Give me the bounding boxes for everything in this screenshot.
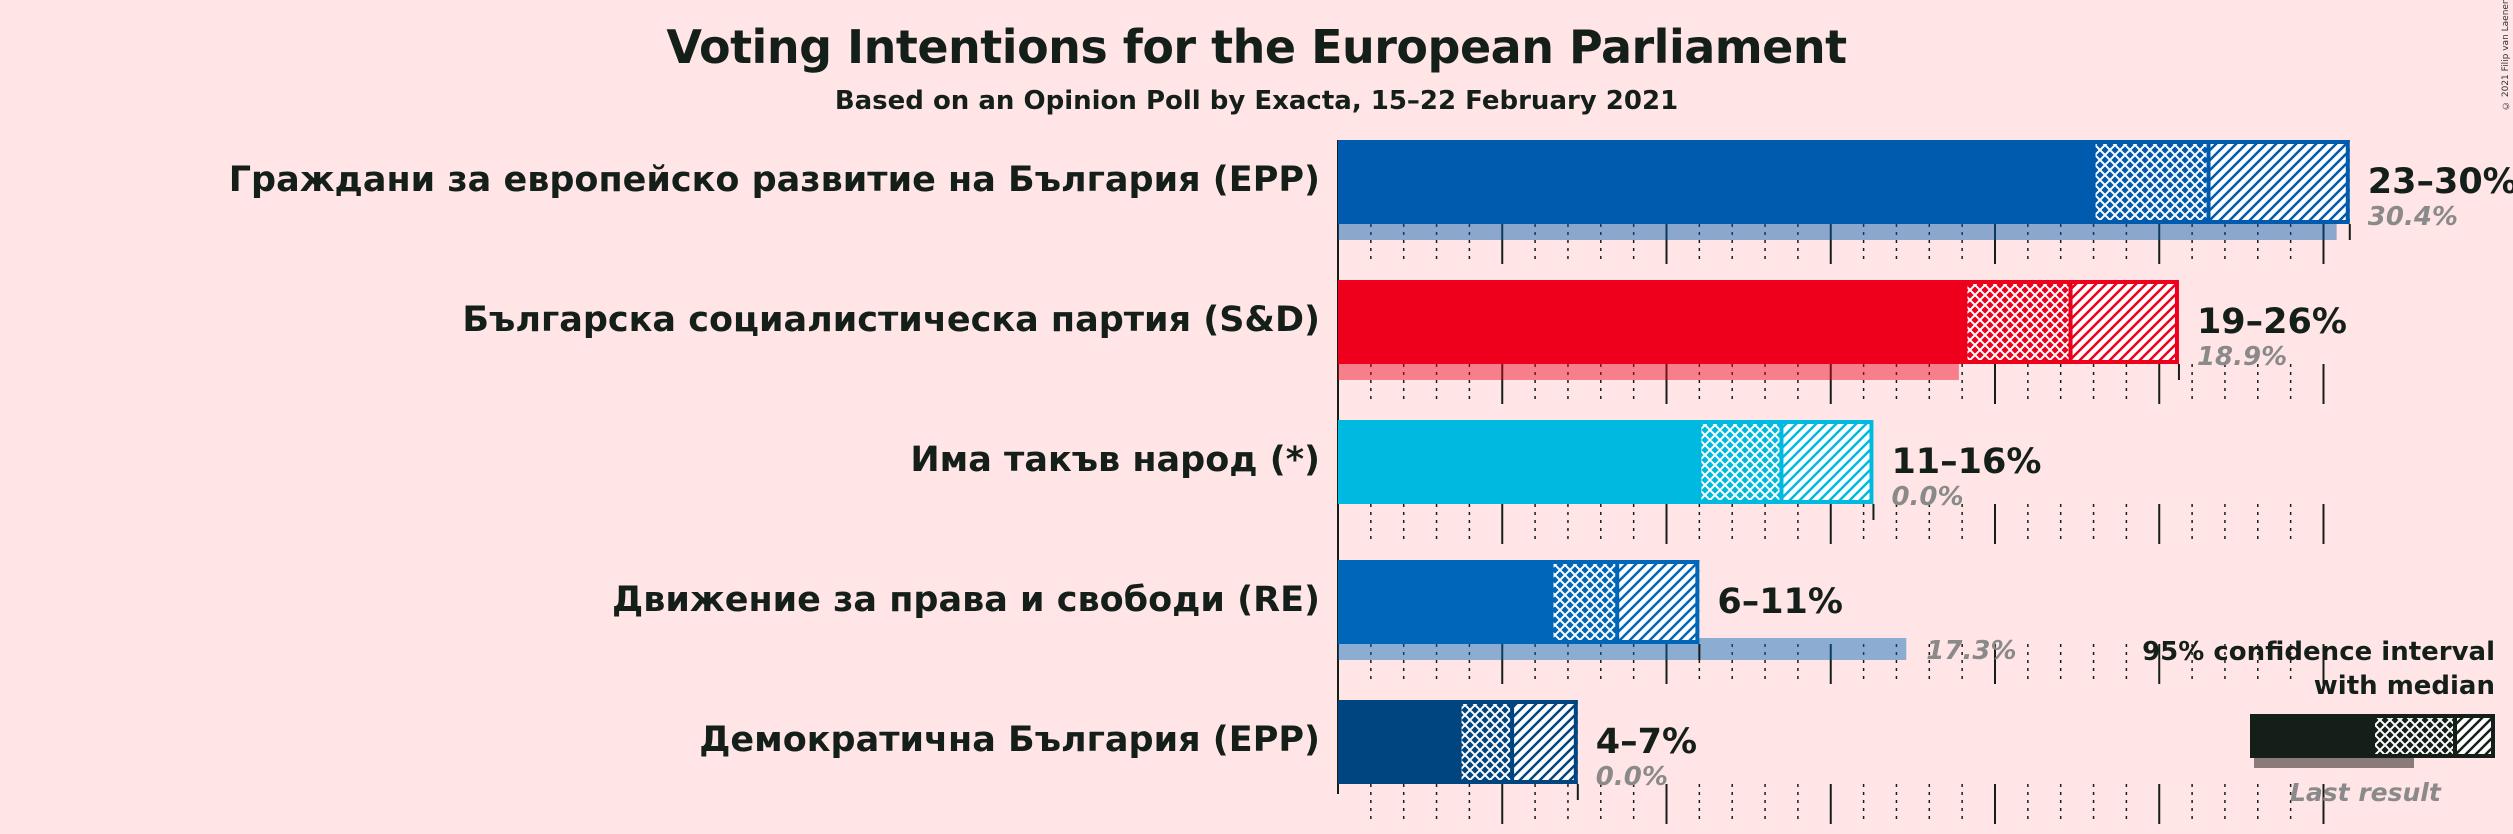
bar-ci-outline xyxy=(1457,700,1578,784)
bar-solid xyxy=(1338,700,1460,784)
legend-cross-swatch xyxy=(2373,714,2455,758)
bar-ci-outline xyxy=(1549,560,1700,644)
bar-ci-lower xyxy=(1459,700,1513,784)
legend-hatch-swatch xyxy=(2455,714,2495,758)
chart-subtitle: Based on an Opinion Poll by Exacta, 15–2… xyxy=(834,86,1679,116)
party-label: Граждани за европейско развитие на Бълга… xyxy=(228,160,1320,200)
party-label: Движение за права и свободи (RE) xyxy=(612,580,1320,620)
legend-title-line2: with median xyxy=(2313,671,2495,701)
bar-solid xyxy=(1338,140,2094,224)
bar-solid xyxy=(1338,280,1966,364)
last-result-label: 18.9% xyxy=(2196,342,2288,372)
bar-ci-lower xyxy=(1551,560,1618,644)
legend-last-result-label: Last result xyxy=(2290,778,2441,807)
bar-ci-lower xyxy=(1699,420,1782,504)
range-label: 6–11% xyxy=(1717,582,1843,622)
party-label: Българска социалистическа партия (S&D) xyxy=(462,300,1320,340)
party-label: Демократична България (EPP) xyxy=(699,720,1320,760)
bars xyxy=(1338,140,2351,800)
legend xyxy=(2250,714,2495,768)
bar-ci-lower xyxy=(2093,140,2209,224)
party-label: Има такъв народ (*) xyxy=(910,440,1320,480)
bar-solid xyxy=(1338,560,1552,644)
bar-ci-outline xyxy=(1697,420,1874,504)
bar-ci-upper xyxy=(2208,140,2350,224)
legend-outline xyxy=(2371,714,2495,758)
range-label: 11–16% xyxy=(1891,442,2042,482)
legend-title: 95% confidence interval with median xyxy=(2142,635,2495,703)
range-label: 4–7% xyxy=(1595,722,1698,762)
legend-title-line1: 95% confidence interval xyxy=(2142,637,2495,667)
last-result-label: 30.4% xyxy=(2367,202,2458,232)
last-result-label: 17.3% xyxy=(1926,636,2017,666)
range-label: 23–30% xyxy=(2367,162,2513,202)
last-result-label: 0.0% xyxy=(1891,482,1964,512)
last-result-label: 0.0% xyxy=(1595,762,1668,792)
chart-title: Voting Intentions for the European Parli… xyxy=(666,20,1847,74)
bar-ci-lower xyxy=(1965,280,2071,364)
bar-ci-upper xyxy=(1512,700,1578,784)
bar-ci-upper xyxy=(1781,420,1874,504)
bar-ci-upper xyxy=(2070,280,2179,364)
bar-solid xyxy=(1338,420,1700,504)
grid-lines xyxy=(1337,140,2325,824)
bar-ci-upper xyxy=(1617,560,1700,644)
range-label: 19–26% xyxy=(2196,302,2347,342)
legend-solid-swatch xyxy=(2250,714,2373,758)
bar-ci-outline xyxy=(2091,140,2350,224)
